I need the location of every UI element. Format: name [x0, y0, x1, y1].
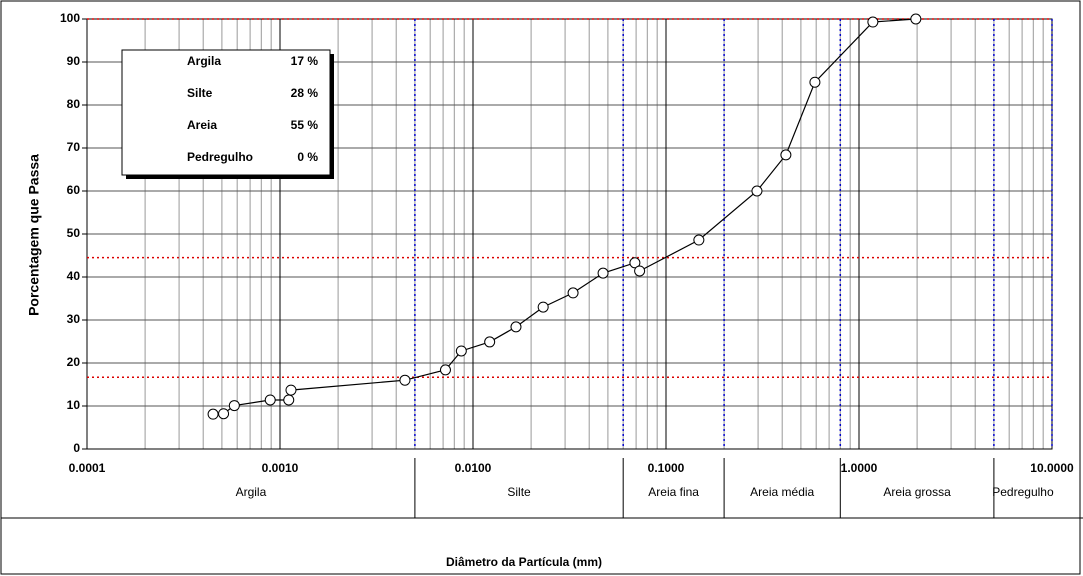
y-tick-label: 20 — [67, 355, 81, 369]
point — [634, 265, 646, 277]
y-tick-label: 10 — [67, 398, 81, 412]
summary-value: 0 % — [297, 150, 318, 164]
point — [218, 408, 230, 420]
point — [228, 400, 240, 412]
y-tick-label: 80 — [67, 97, 81, 111]
point — [597, 267, 609, 279]
summary-value: 17 % — [291, 54, 319, 68]
point — [264, 394, 276, 406]
point — [751, 185, 763, 197]
point — [283, 394, 295, 406]
point — [399, 374, 411, 386]
summary-name: Argila — [187, 54, 221, 68]
x-tick-label: 0.0001 — [69, 461, 106, 475]
y-tick-label: 30 — [67, 312, 81, 326]
point — [910, 13, 922, 25]
x-tick-label: 0.1000 — [648, 461, 685, 475]
band-label: Silte — [507, 485, 531, 499]
y-tick-label: 90 — [67, 54, 81, 68]
band-label: Argila — [236, 485, 267, 499]
y-tick-label: 40 — [67, 269, 81, 283]
y-tick-label: 60 — [67, 183, 81, 197]
point — [567, 287, 579, 299]
band-label: Areia grossa — [883, 485, 951, 499]
point — [780, 149, 792, 161]
point — [693, 234, 705, 246]
x-tick-label: 0.0100 — [455, 461, 492, 475]
band-label: Areia fina — [648, 485, 699, 499]
point — [537, 301, 549, 313]
point — [207, 408, 219, 420]
point — [484, 336, 496, 348]
y-tick-label: 50 — [67, 226, 81, 240]
curve — [213, 18, 916, 415]
point — [285, 384, 297, 396]
summary-value: 28 % — [291, 86, 319, 100]
summary-box — [121, 49, 331, 176]
point — [455, 345, 467, 357]
x-tick-label: 10.0000 — [1030, 461, 1074, 475]
summary-name: Silte — [187, 86, 213, 100]
summary-name: Areia — [187, 118, 217, 132]
x-tick-label: 1.0000 — [841, 461, 878, 475]
point — [439, 364, 451, 376]
summary-value: 55 % — [291, 118, 319, 132]
point — [809, 76, 821, 88]
y-tick-label: 70 — [67, 140, 81, 154]
point — [629, 257, 641, 269]
point — [510, 321, 522, 333]
band-label: Pedregulho — [992, 485, 1054, 499]
y-tick-label: 100 — [60, 11, 80, 25]
point — [867, 16, 879, 28]
summary-name: Pedregulho — [187, 150, 253, 164]
band-label: Areia média — [750, 485, 814, 499]
x-tick-label: 0.0010 — [262, 461, 299, 475]
y-axis-label: Porcentagem que Passa — [26, 154, 42, 316]
y-tick-label: 0 — [73, 441, 80, 455]
x-axis-label: Diâmetro da Partícula (mm) — [446, 555, 602, 569]
